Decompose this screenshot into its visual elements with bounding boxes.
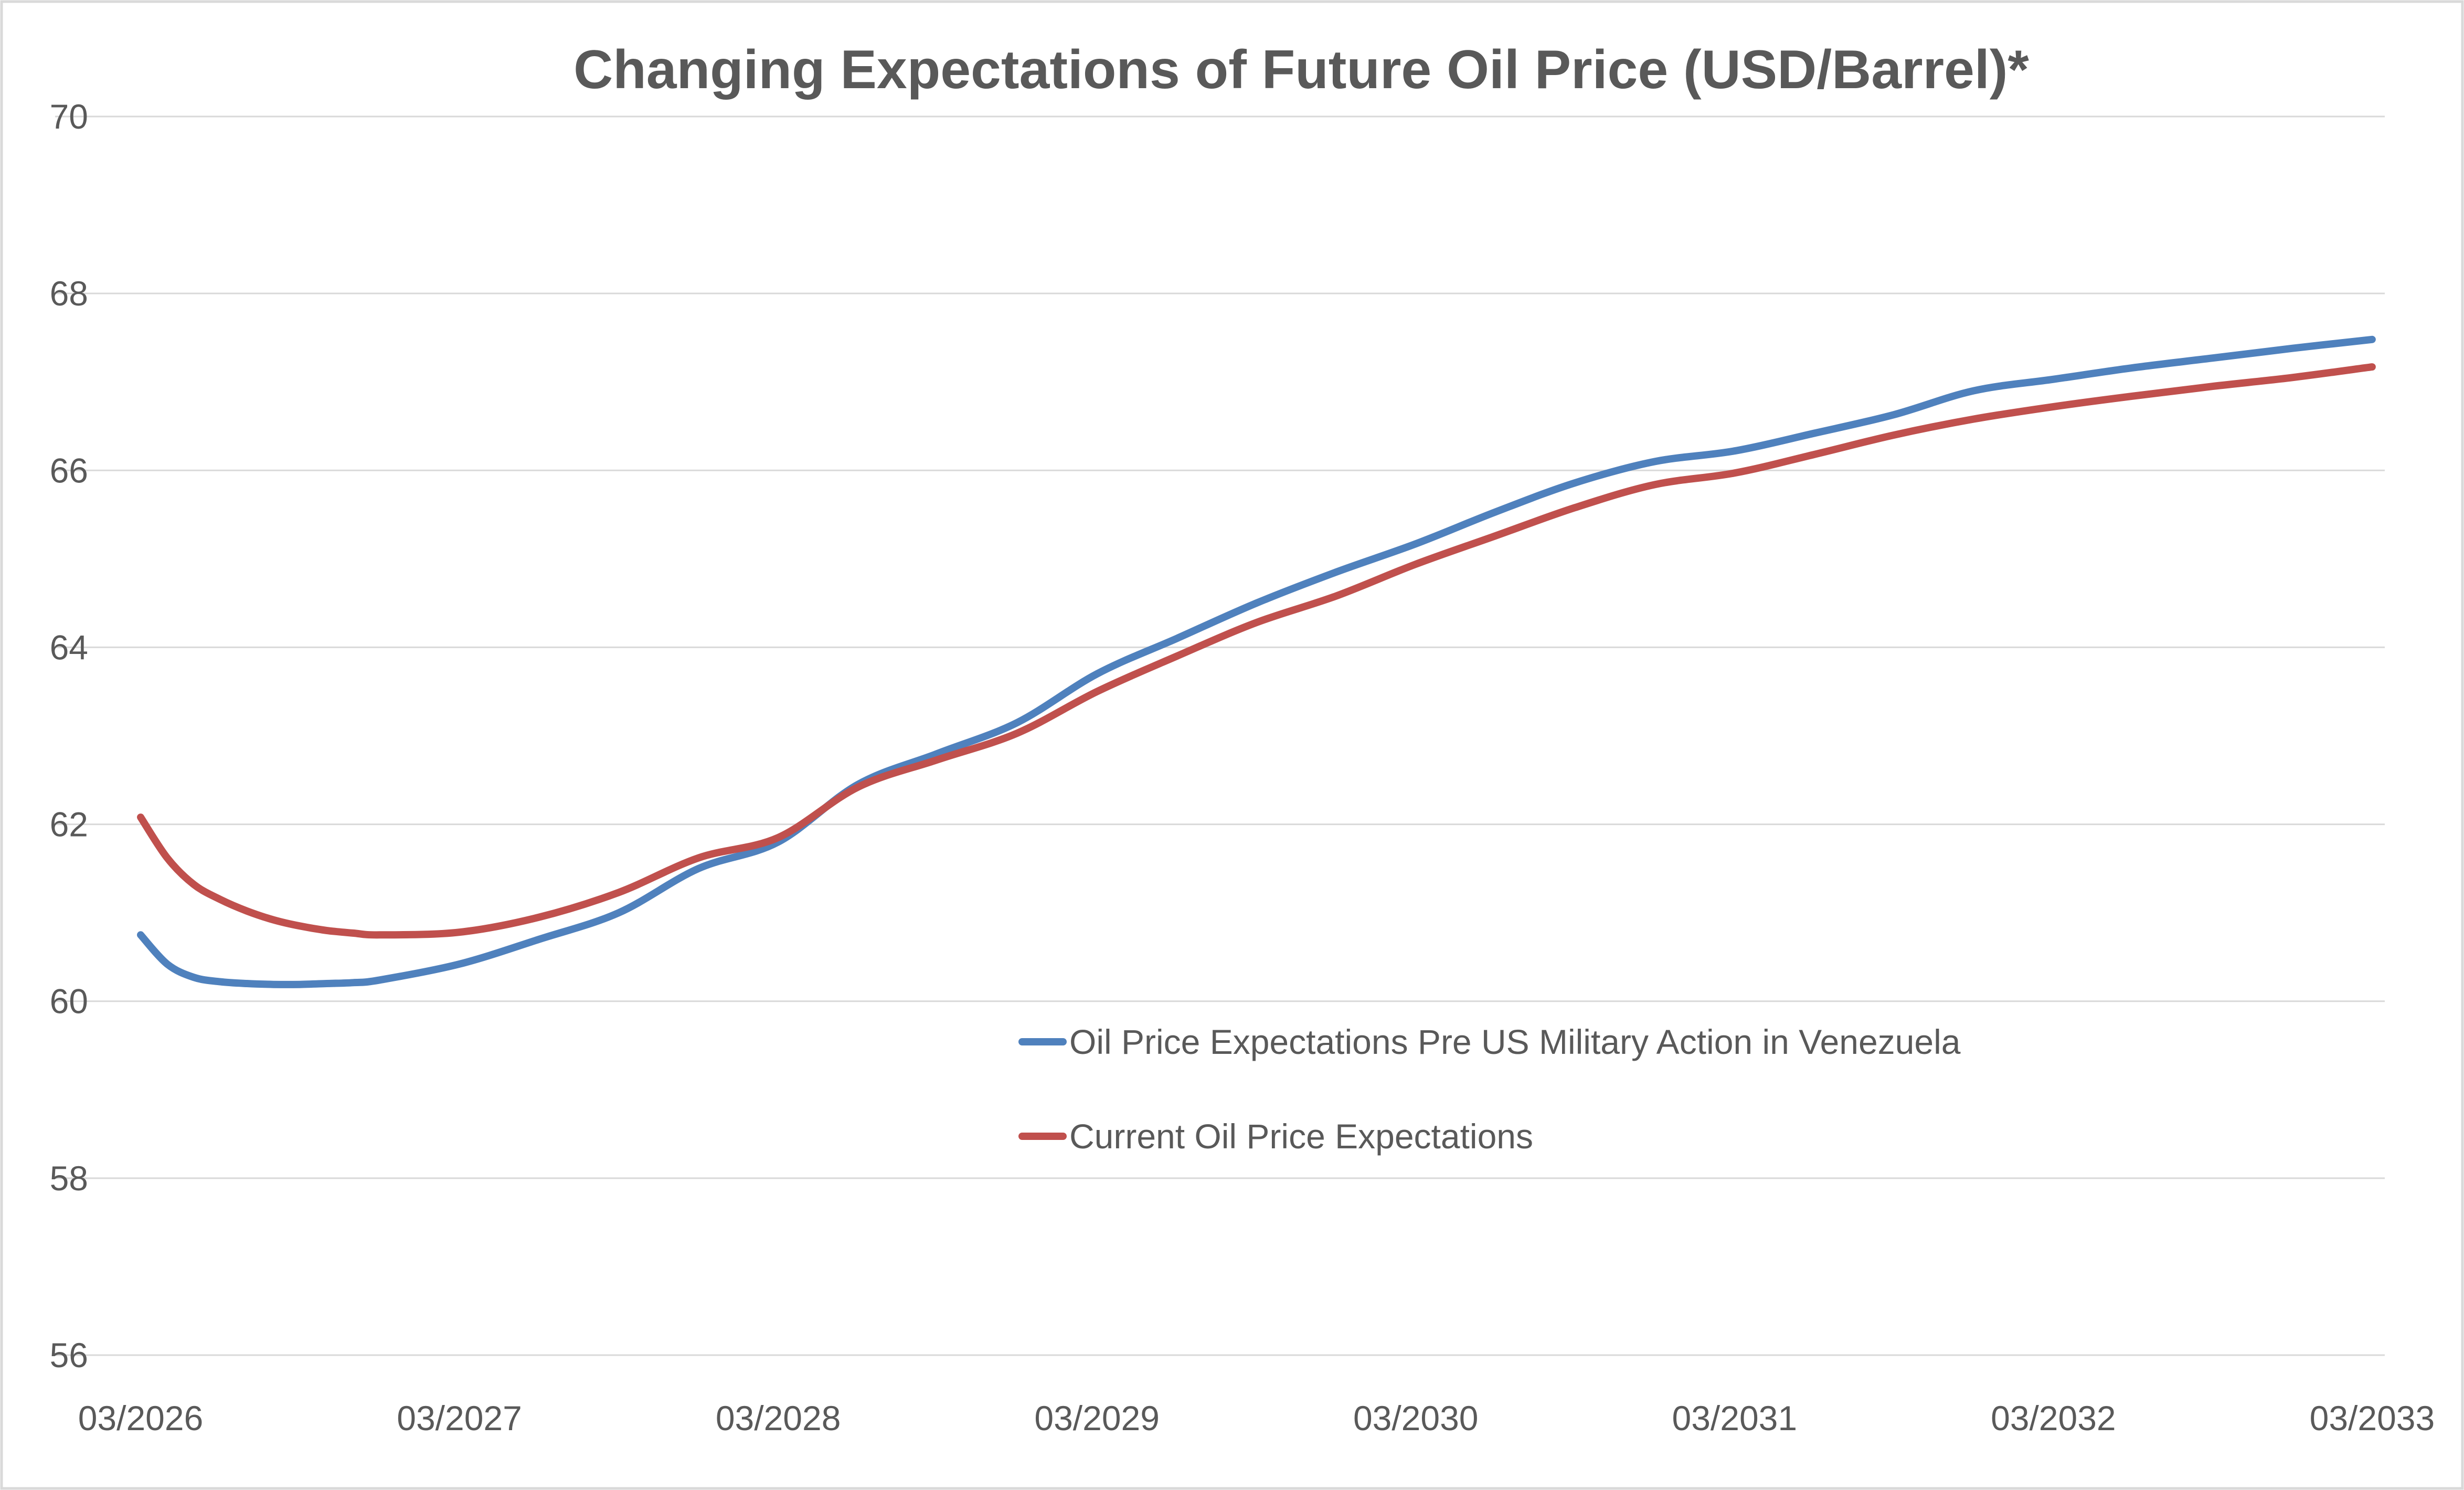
x-axis-tick-03-2028: 03/2028 — [716, 1399, 841, 1438]
chart-title: Changing Expectations of Future Oil Pric… — [573, 39, 2029, 100]
y-axis-tick-60: 60 — [50, 982, 88, 1021]
y-axis-tick-70: 70 — [50, 97, 88, 136]
y-axis-tick-62: 62 — [50, 805, 88, 844]
gridlines — [55, 115, 2385, 1356]
current-line — [137, 363, 2376, 939]
x-axis-tick-03-2031: 03/2031 — [1672, 1399, 1798, 1438]
y-axis-tick-labels: 70 68 66 64 62 60 58 56 — [50, 97, 88, 1375]
y-axis-tick-68: 68 — [50, 274, 88, 313]
y-axis-tick-56: 56 — [50, 1336, 88, 1375]
y-axis-tick-58: 58 — [50, 1159, 88, 1198]
legend: Oil Price Expectations Pre US Military A… — [1018, 1022, 1961, 1156]
legend-label-pre-action: Oil Price Expectations Pre US Military A… — [1069, 1022, 1961, 1061]
y-axis-tick-64: 64 — [50, 628, 88, 667]
x-axis-tick-03-2030: 03/2030 — [1353, 1399, 1479, 1438]
y-axis-tick-66: 66 — [50, 451, 88, 490]
series-lines — [137, 335, 2376, 988]
legend-label-current: Current Oil Price Expectations — [1069, 1117, 1533, 1156]
x-axis-tick-03-2032: 03/2032 — [1991, 1399, 2116, 1438]
x-axis-tick-03-2033: 03/2033 — [2310, 1399, 2435, 1438]
x-axis-tick-03-2026: 03/2026 — [78, 1399, 204, 1438]
x-axis-tick-03-2029: 03/2029 — [1034, 1399, 1160, 1438]
pre-action-line — [137, 335, 2376, 988]
x-axis-tick-03-2027: 03/2027 — [397, 1399, 522, 1438]
x-axis-tick-labels: 03/2026 03/2027 03/2028 03/2029 03/2030 03/20… — [78, 1399, 2435, 1438]
